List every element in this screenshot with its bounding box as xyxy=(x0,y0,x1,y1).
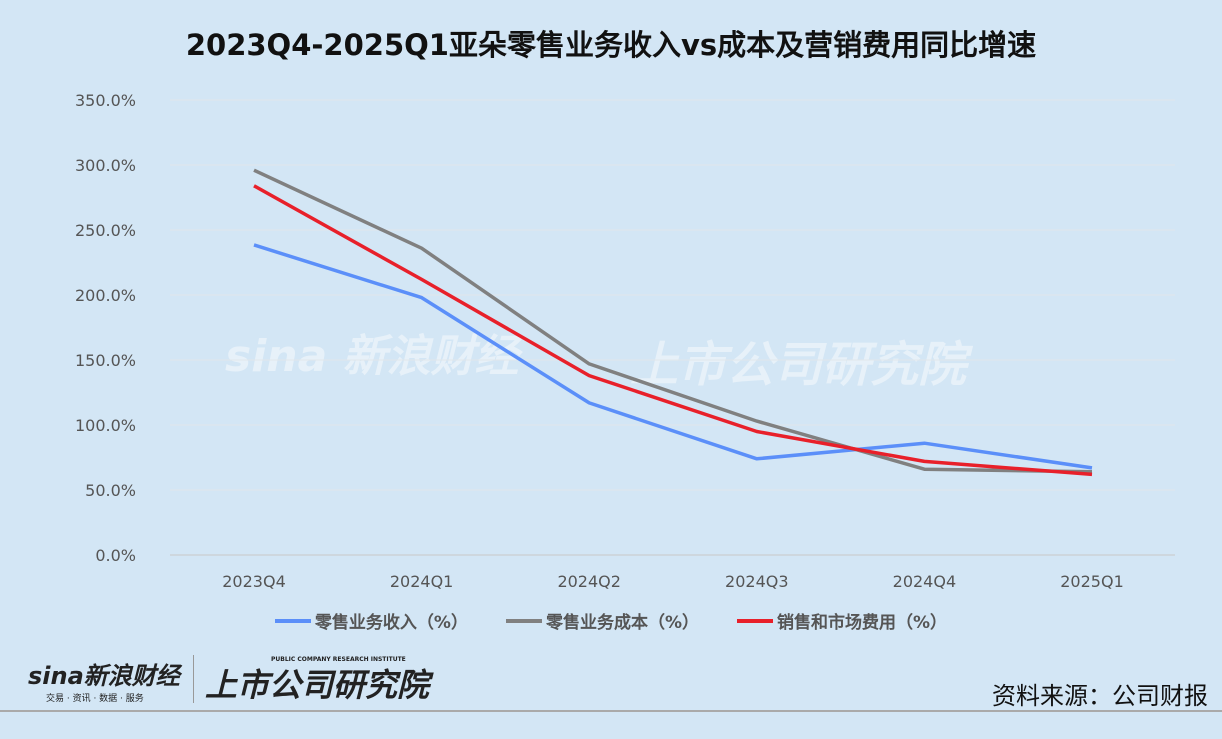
logo-divider xyxy=(193,655,194,703)
x-tick-label: 2024Q4 xyxy=(893,572,957,591)
y-tick-label: 200.0% xyxy=(75,286,136,305)
chart-title: 2023Q4-2025Q1亚朵零售业务收入vs成本及营销费用同比增速 xyxy=(185,28,1037,62)
series-line-1 xyxy=(253,168,1093,474)
y-tick-label: 50.0% xyxy=(85,481,136,500)
x-tick-label: 2024Q2 xyxy=(557,572,621,591)
watermark-sina: sina 新浪财经 xyxy=(225,331,519,382)
x-tick-label: 2023Q4 xyxy=(222,572,286,591)
x-tick-label: 2025Q1 xyxy=(1060,572,1124,591)
x-tick-label: 2024Q3 xyxy=(725,572,789,591)
watermark-institute: 上市公司研究院 xyxy=(630,337,967,393)
series-line-0 xyxy=(253,243,1093,470)
x-tick-label: 2024Q1 xyxy=(390,572,454,591)
legend-item-revenue: 零售业务收入（%） xyxy=(274,608,468,633)
y-tick-label: 100.0% xyxy=(75,416,136,435)
line-chart: 0.0% 50.0% 100.0% 150.0% 200.0% 250.0% 300.0% 3… xyxy=(75,91,1175,591)
institute-logo: PUBLIC COMPANY RESEARCH INSTITUTE 上市公司研究院 xyxy=(205,656,430,704)
bottom-divider xyxy=(0,710,1222,712)
legend-label: 销售和市场费用（%） xyxy=(777,613,948,633)
y-tick-label: 0.0% xyxy=(95,546,136,565)
legend-label: 零售业务收入（%） xyxy=(314,613,468,633)
series-line-2 xyxy=(253,184,1093,477)
source-note: 资料来源：公司财报 xyxy=(992,682,1208,710)
legend-item-cost: 零售业务成本（%） xyxy=(505,608,700,633)
legend: 零售业务收入（%） 零售业务成本（%） 销售和市场费用（%） xyxy=(0,608,1222,633)
y-tick-label: 350.0% xyxy=(75,91,136,110)
y-tick-label: 250.0% xyxy=(75,221,136,240)
sina-logo: sina新浪财经 交易 · 资讯 · 数据 · 服务 xyxy=(28,662,180,704)
y-tick-label: 150.0% xyxy=(75,351,136,370)
y-tick-label: 300.0% xyxy=(75,156,136,175)
legend-item-marketing: 销售和市场费用（%） xyxy=(737,608,947,633)
legend-label: 零售业务成本（%） xyxy=(545,613,700,633)
